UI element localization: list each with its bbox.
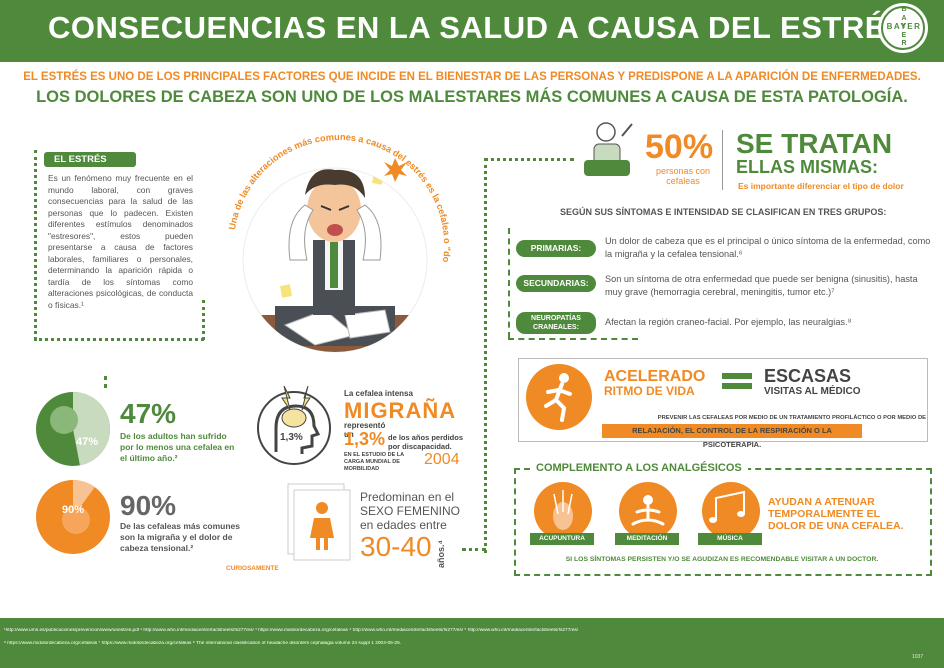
selftreat-title1: SE TRATAN — [736, 128, 893, 159]
sexo-years: años.⁴ — [436, 540, 446, 568]
connector-top — [484, 158, 574, 161]
brain-47-icon: 47% — [36, 392, 111, 466]
complemento-item-meditacion: MEDITACIÓN — [615, 533, 679, 545]
sexo-ages: 30-40 — [360, 531, 432, 562]
selftreat-subtitle: Es importante diferenciar el tipo de dol… — [738, 181, 904, 191]
header-bar — [0, 0, 944, 62]
migrana-title: MIGRAÑA — [344, 398, 457, 423]
connector-47 — [104, 376, 107, 388]
svg-text:90%: 90% — [62, 504, 84, 516]
connector-vertical — [484, 158, 487, 553]
classify-text-primarias: Un dolor de cabeza que es el principal o… — [605, 236, 931, 259]
selftreat-pct-label: personas con cefaleas — [655, 166, 711, 186]
estres-border-right — [202, 300, 205, 340]
svg-text:47%: 47% — [76, 436, 98, 448]
sexo-caption: CURIOSAMENTE — [226, 565, 279, 572]
estres-border-left — [34, 150, 37, 340]
classify-text-secundarias: Son un síntoma de otra enfermedad que pu… — [605, 274, 918, 297]
estres-text: Es un fenómeno muy frecuente en el mundo… — [48, 173, 193, 310]
migraine-head-icon: 1,3% — [257, 385, 331, 465]
ritmo-prevent: PREVENIR LAS CEFALEAS POR MEDIO DE UN TR… — [657, 415, 926, 421]
classify-bracket — [508, 228, 511, 338]
complemento-side: AYUDAN A ATENUAR TEMPORALMENTE EL DOLOR … — [768, 496, 904, 532]
sexo-line3: en edades entre — [360, 518, 447, 532]
ritmo-right2: VISITAS AL MÉDICO — [764, 386, 861, 397]
selftreat-title2: ELLAS MISMAS: — [736, 157, 878, 177]
classify-heading: SEGÚN SUS SÍNTOMAS E INTENSIDAD SE CLASI… — [560, 207, 887, 217]
migrana-pct: 1,3% — [344, 429, 386, 449]
stat-90-text: De las cefaleas más comunes son la migra… — [120, 521, 241, 553]
stat-47-text: De los adultos han sufrido por lo menos … — [120, 431, 235, 463]
migrana-year: 2004 — [424, 451, 460, 468]
ritmo-left2: RITMO DE VIDA — [604, 384, 695, 398]
ritmo-box — [518, 358, 928, 442]
migrana-rep: representó un — [344, 421, 386, 439]
equals-bottom — [722, 383, 752, 389]
music-icon — [702, 482, 760, 540]
estres-label: EL ESTRÉS — [44, 152, 136, 167]
complemento-note: SI LOS SÍNTOMAS PERSISTEN Y/O SE AGUDIZA… — [565, 556, 879, 563]
classify-bracket-bottom — [508, 338, 638, 340]
migrana-lost: de los años perdidos por discapacidad. — [388, 433, 464, 451]
running-man-icon — [526, 364, 592, 430]
bayer-logo-ring — [881, 6, 925, 50]
footer-bar — [0, 618, 944, 668]
migrana-study: EN EL ESTUDIO DE LA CARGA MUNDIAL DE MOR… — [344, 452, 404, 472]
bayer-logo-horizontal: BAYER — [886, 22, 922, 31]
equals-top — [722, 373, 752, 379]
complemento-title: COMPLEMENTO A LOS ANALGÉSICOS — [530, 462, 748, 474]
meditation-icon — [619, 482, 677, 540]
classify-pill-secundarias: SECUNDARIAS: — [516, 275, 596, 292]
complemento-item-acupuntura: ACUPUNTURA — [530, 533, 594, 545]
stressed-man-illustration: Una de las alteraciones más comunes a ca… — [195, 110, 452, 353]
female-icon — [287, 483, 351, 561]
classify-pill-primarias: PRIMARIAS: — [516, 240, 596, 257]
sexo-line2: SEXO FEMENINO — [360, 504, 461, 518]
migrana-pre: La cefalea intensa — [344, 389, 413, 398]
ritmo-prevent-bar: RELAJACIÓN, EL CONTROL DE LA RESPIRACIÓN… — [602, 424, 862, 449]
selftreat-divider — [722, 130, 723, 190]
classify-text-neuropatias: Afectan la región craneo-facial. Por eje… — [605, 317, 852, 327]
acupuncture-icon — [534, 482, 592, 540]
brain-90-icon: 90% — [36, 480, 110, 554]
selftreat-pct: 50% — [645, 128, 714, 166]
stat-90-pct: 90% — [120, 490, 177, 521]
ritmo-right1: ESCASAS — [764, 366, 852, 386]
footer-code: 1037 — [912, 654, 924, 660]
svg-text:1,3%: 1,3% — [280, 432, 303, 443]
stat-47-pct: 47% — [120, 398, 177, 429]
footer-refs-1: ¹http://www.ums.es/publicaciones/prevenc… — [4, 628, 579, 633]
classify-pill-neuropatias: NEUROPATÍAS CRANEALES: — [516, 312, 596, 334]
person-medicine-icon — [584, 122, 633, 176]
intro-line-2: LOS DOLORES DE CABEZA SON UNO DE LOS MAL… — [36, 88, 908, 106]
complemento-item-musica: MÚSICA — [698, 533, 762, 545]
footer-refs-2: ⁶ https://www.midolordecabeza.org/cefale… — [4, 641, 402, 646]
intro-line-1: EL ESTRÉS ES UNO DE LOS PRINCIPALES FACT… — [23, 71, 921, 83]
estres-border-bottom — [34, 338, 204, 341]
page-title: CONSECUENCIAS EN LA SALUD A CAUSA DEL ES… — [48, 10, 908, 45]
ritmo-left1: ACELERADO — [604, 368, 706, 385]
sexo-line1: Predominan en el — [360, 490, 455, 504]
connector-bottom — [462, 548, 486, 551]
